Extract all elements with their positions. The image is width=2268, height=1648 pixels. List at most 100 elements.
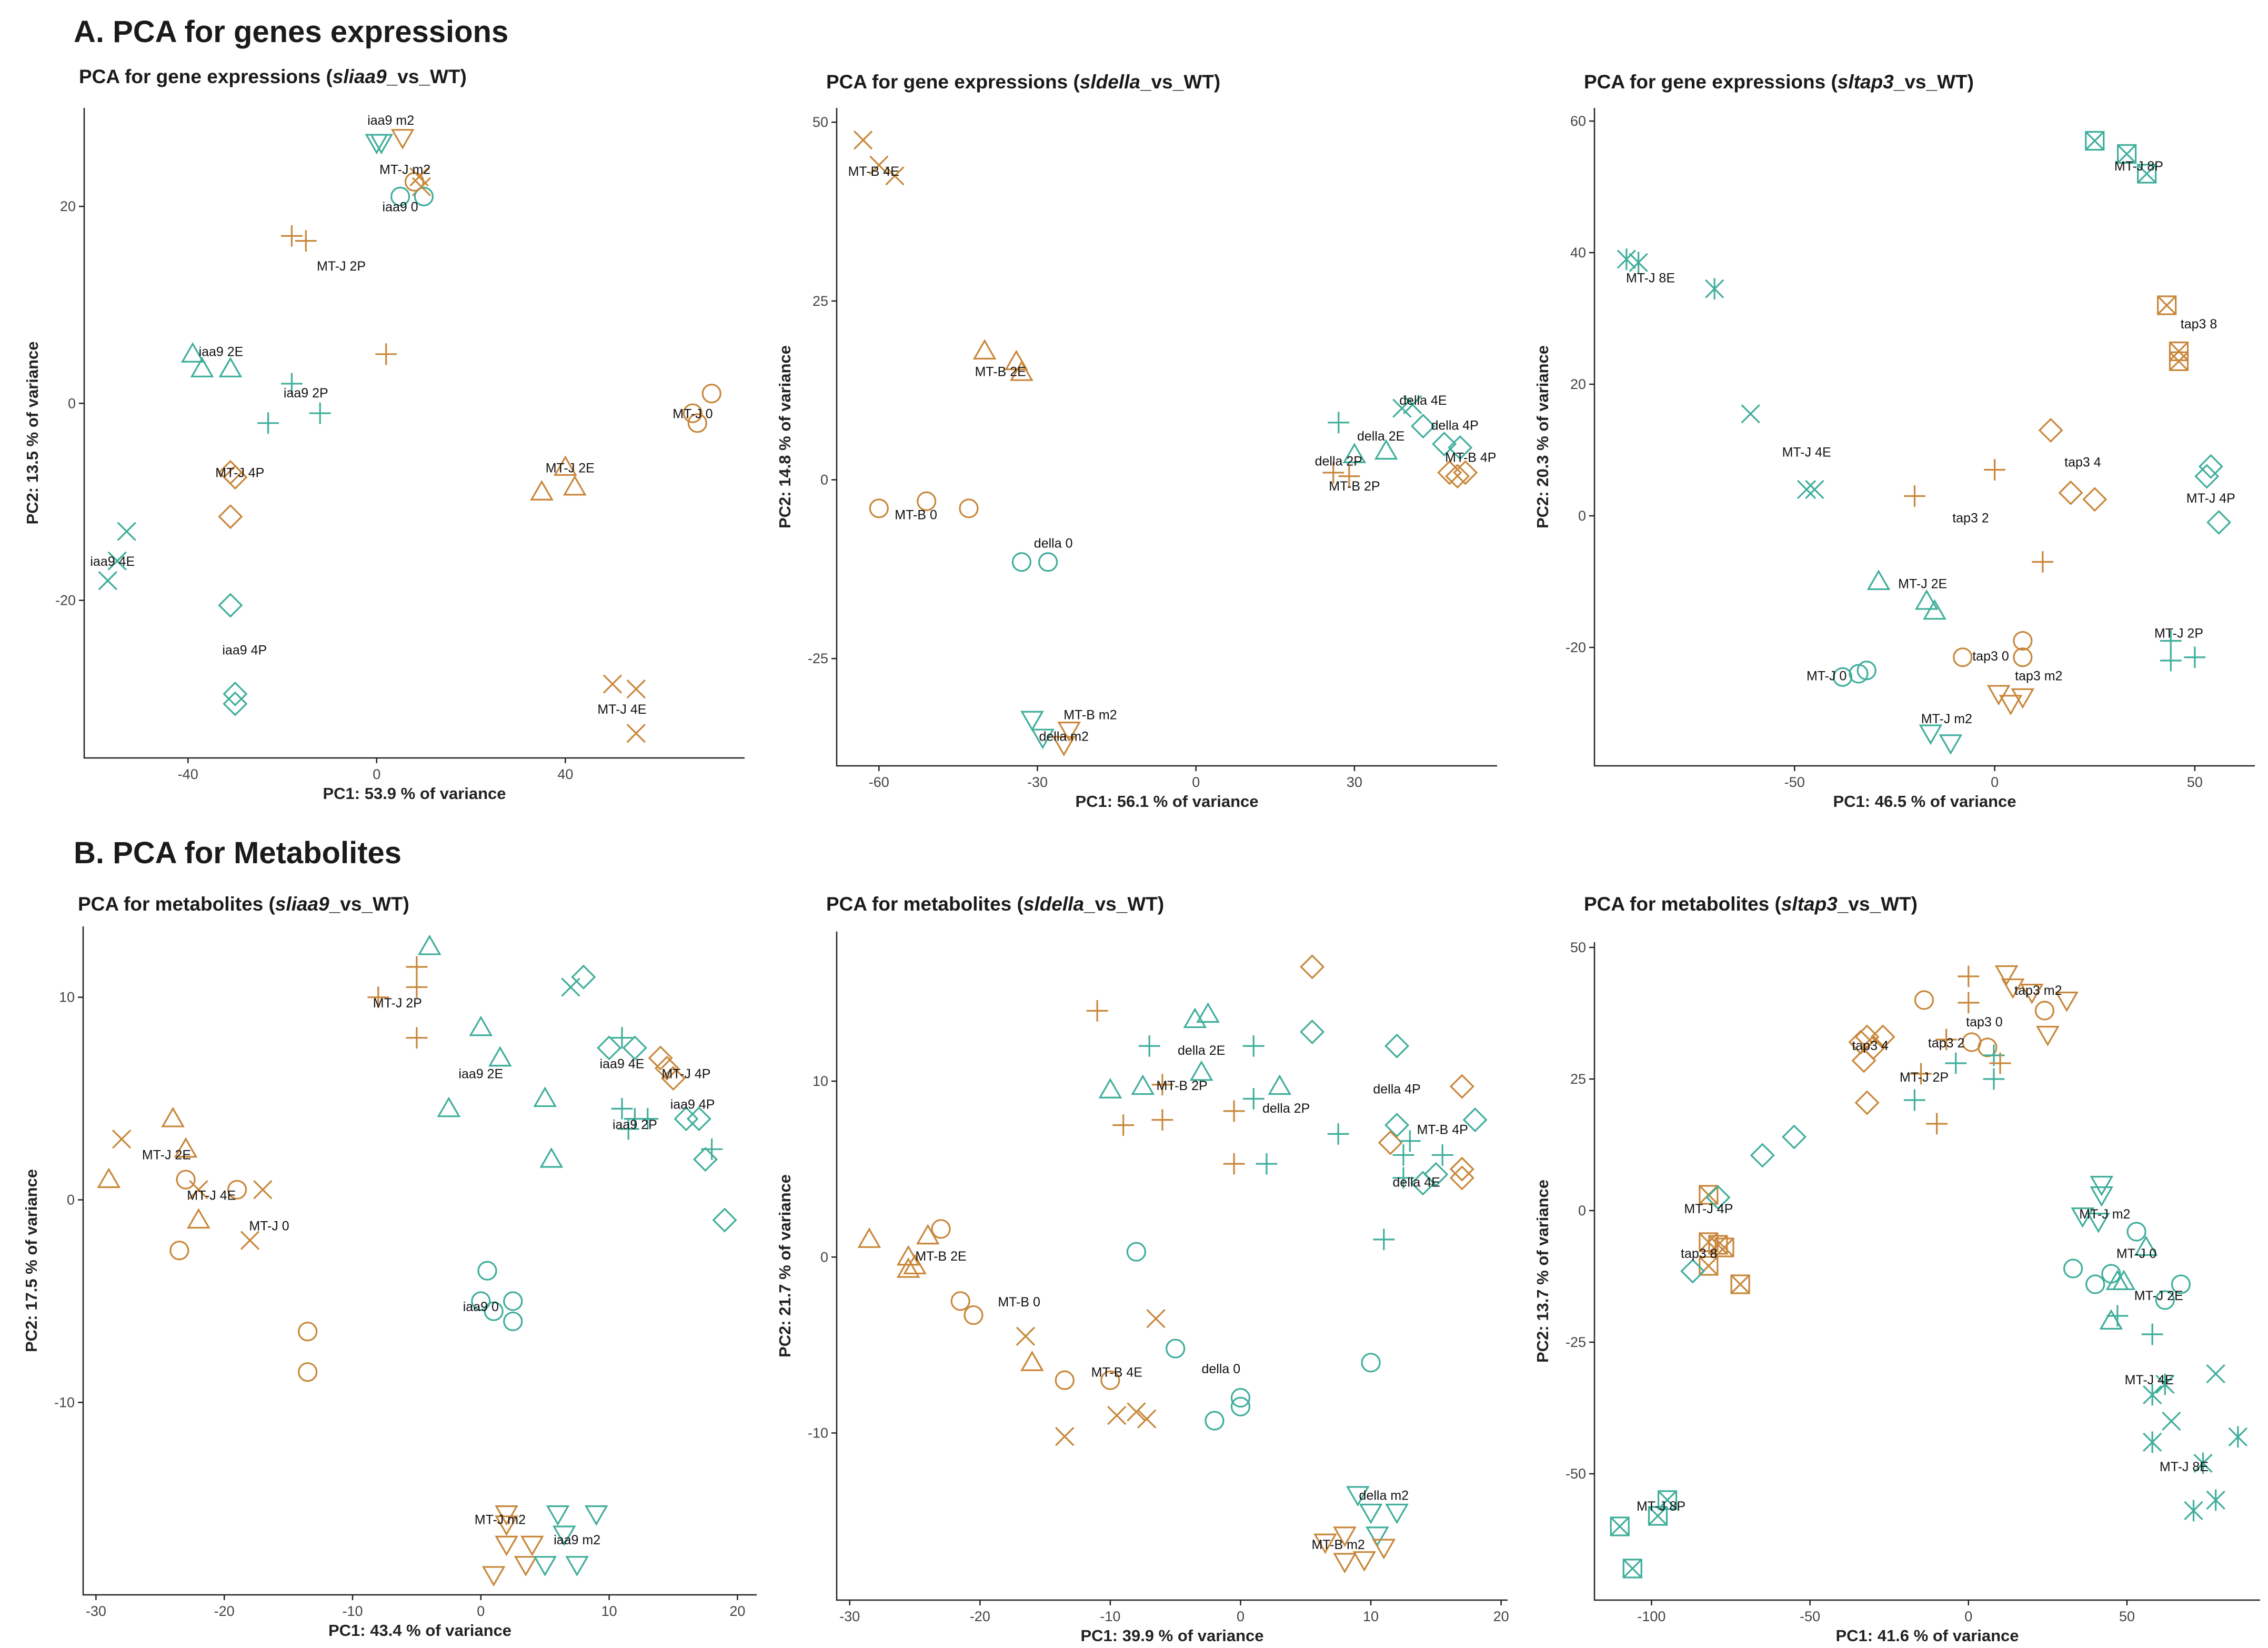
x-tick-label: 20 — [729, 1603, 745, 1619]
x-tick-label: -100 — [1637, 1609, 1665, 1624]
point-circle — [2101, 1264, 2121, 1284]
point-plus — [281, 373, 303, 395]
point-annotation: iaa9 m2 — [554, 1533, 600, 1547]
point-annotation: iaa9 4P — [670, 1097, 715, 1112]
point-x — [854, 131, 873, 150]
point-diamond — [1384, 1113, 1410, 1138]
point-annotation: MT-J 2E — [142, 1148, 191, 1163]
point-diamond — [1432, 432, 1457, 457]
point-asterisk — [2143, 1431, 2162, 1453]
point-tri_down — [1372, 1539, 1396, 1560]
point-circle — [503, 1291, 523, 1311]
point-annotation: iaa9 2P — [613, 1117, 657, 1132]
point-annotation: MT-J 8E — [1626, 271, 1675, 285]
point-tri — [1268, 1074, 1292, 1095]
y-axis-label: PC2: 14.8 % of variance — [776, 345, 794, 528]
point-xsquare — [1657, 1490, 1678, 1510]
point-x — [112, 1129, 132, 1149]
y-axis-label: PC2: 13.5 % of variance — [23, 341, 42, 524]
point-x — [1797, 480, 1817, 500]
point-x — [117, 522, 136, 541]
point-xsquare — [2157, 295, 2177, 315]
point-x — [1127, 1402, 1146, 1422]
point-annotation: della 0 — [1034, 536, 1073, 551]
point-tri — [1183, 1007, 1207, 1028]
point-plus — [1151, 1109, 1173, 1131]
point-plus — [1910, 1063, 1932, 1085]
point-circle — [1832, 667, 1853, 687]
point-tri — [530, 480, 554, 501]
point-diamond — [223, 691, 248, 716]
panel-title-post: _vs_WT) — [329, 893, 409, 915]
point-annotation: della 4E — [1393, 1175, 1440, 1190]
point-diamond — [2058, 480, 2083, 505]
point-plus — [2032, 551, 2054, 573]
x-tick-label: 0 — [477, 1603, 485, 1619]
point-tri_down — [2011, 688, 2035, 709]
point-annotation: MT-J m2 — [2079, 1207, 2130, 1222]
point-tri_down — [1352, 1551, 1376, 1572]
point-x — [626, 679, 646, 699]
point-annotation: della 2P — [1262, 1101, 1310, 1116]
point-x — [253, 1180, 273, 1200]
point-tri_down — [1052, 736, 1076, 756]
panel-title-pre: PCA for metabolites ( — [1584, 893, 1782, 915]
point-diamond — [571, 964, 596, 990]
y-tick-label: 20 — [1570, 376, 1586, 392]
point-xsquare — [2085, 131, 2105, 151]
point-annotation: iaa9 4P — [222, 643, 267, 658]
panel-title: PCA for gene expressions (sldella_vs_WT) — [826, 71, 1220, 93]
point-circle — [227, 1180, 247, 1200]
point-tri_down — [1385, 1503, 1409, 1524]
x-axis-label: PC1: 53.9 % of variance — [323, 784, 506, 803]
x-tick-label: 10 — [601, 1603, 617, 1619]
point-diamond — [1300, 954, 1325, 980]
panel-g2: PCA for gene expressions (sldella_vs_WT)… — [776, 71, 1497, 811]
point-annotation: iaa9 0 — [463, 1300, 499, 1314]
x-tick-label: -10 — [342, 1603, 363, 1619]
point-annotation: MT-J 4E — [2125, 1373, 2174, 1387]
point-tri_down — [2020, 983, 2044, 1004]
point-diamond — [218, 504, 243, 530]
section-a-title: A. PCA for genes expressions — [74, 15, 508, 49]
point-tri_down — [2071, 1207, 2094, 1228]
panel-title-pre: PCA for metabolites ( — [826, 893, 1024, 915]
point-plus — [1958, 965, 1980, 987]
x-tick-label: -20 — [970, 1609, 990, 1624]
y-tick-label: -10 — [808, 1425, 828, 1441]
point-circle — [169, 1241, 189, 1261]
point-tri_down — [1999, 695, 2023, 716]
point-diamond — [712, 1207, 737, 1233]
y-tick-label: 25 — [812, 293, 828, 309]
point-tri_down — [1986, 685, 2011, 706]
point-annotation: MT-J 2E — [1898, 577, 1947, 592]
point-plus — [1904, 485, 1925, 507]
panel-title: PCA for gene expressions (sliaa9_vs_WT) — [79, 66, 467, 87]
point-annotation: iaa9 2E — [458, 1067, 503, 1082]
point-xsquare — [2169, 341, 2189, 362]
point-x — [1107, 1405, 1127, 1425]
y-tick-label: 0 — [67, 1192, 75, 1208]
point-plus — [1392, 1144, 1414, 1166]
point-circle — [1978, 1037, 1998, 1057]
point-tri_down — [552, 1525, 576, 1546]
point-diamond — [693, 1147, 718, 1172]
point-annotation: tap3 2 — [1952, 511, 1989, 526]
x-tick-label: -50 — [1800, 1609, 1820, 1624]
point-tri — [218, 357, 243, 377]
point-diamond — [1445, 464, 1470, 489]
point-tri — [1342, 443, 1367, 464]
point-tri_down — [1919, 724, 1943, 745]
point-circle — [1914, 990, 1934, 1010]
point-tri — [563, 475, 587, 496]
point-xsquare — [1648, 1506, 1668, 1526]
point-circle — [2063, 1259, 2083, 1279]
point-diamond — [1851, 1048, 1876, 1073]
point-tri — [896, 1257, 920, 1278]
point-circle — [390, 186, 410, 207]
x-tick-label: 0 — [1991, 774, 1999, 790]
point-annotation: tap3 4 — [1852, 1038, 1889, 1053]
panels: PCA for gene expressions (sliaa9_vs_WT) -… — [22, 66, 2260, 1645]
x-tick-label: 20 — [1493, 1609, 1509, 1624]
point-tri_down — [495, 1535, 518, 1556]
